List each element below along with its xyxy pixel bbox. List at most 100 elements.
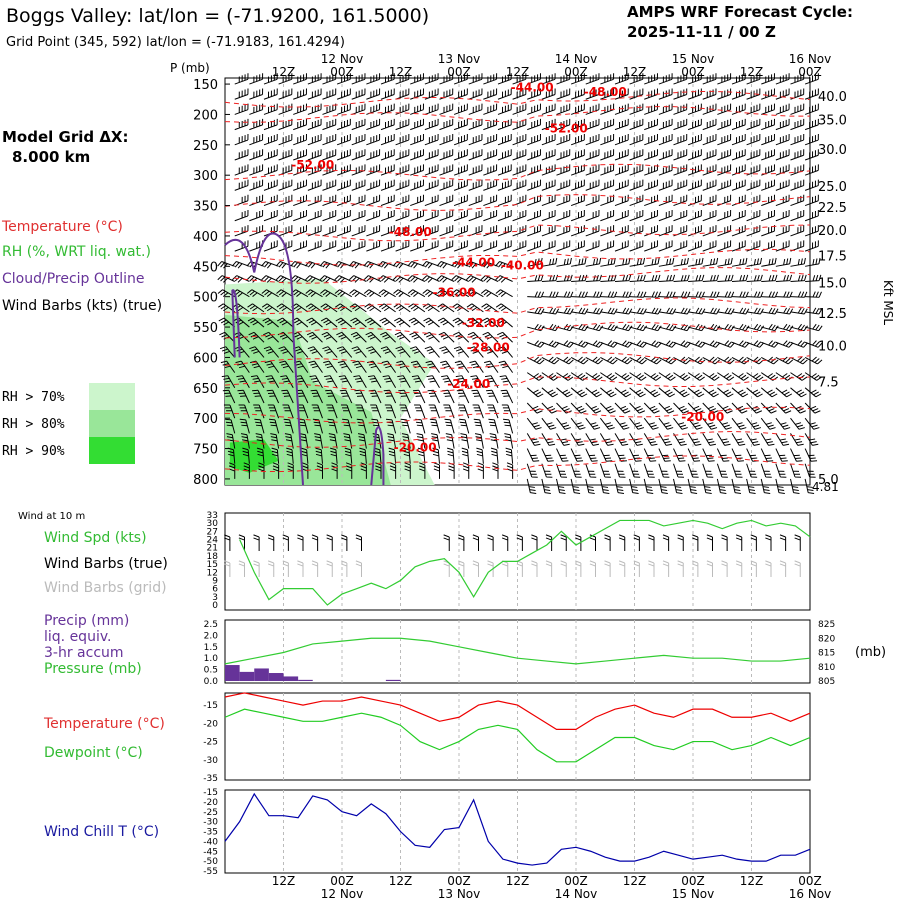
- grid-point-label: Grid Point (345, 592) lat/lon = (-71.918…: [6, 35, 345, 50]
- axis-tick: 12: [207, 568, 218, 578]
- upper-wind-barb: [688, 257, 704, 267]
- upper-wind-barb: [278, 209, 293, 222]
- upper-wind-barb: [760, 478, 771, 494]
- pressure-tick: 450: [193, 260, 218, 275]
- upper-wind-barb: [428, 404, 440, 419]
- upper-wind-barb: [790, 402, 806, 414]
- upper-wind-barb: [249, 149, 264, 161]
- rh-key-label: RH > 90%: [2, 444, 65, 459]
- temperature-panel: -15 -20 -25 -30 -35 Temperature (°C) Dewpoin…: [43, 692, 811, 784]
- upper-wind-barb: [541, 463, 553, 478]
- upper-wind-barb: [321, 331, 338, 343]
- upper-wind-barb: [439, 346, 455, 358]
- upper-wind-barb: [322, 118, 337, 131]
- upper-wind-barb: [541, 88, 556, 100]
- surface-true-barb: [692, 534, 699, 551]
- upper-wind-barb: [410, 103, 424, 115]
- upper-wind-barb: [731, 73, 746, 85]
- upper-wind-barb: [512, 73, 527, 85]
- upper-wind-barb: [541, 225, 556, 237]
- upper-wind-barb: [716, 433, 731, 446]
- upper-wind-barb: [570, 340, 589, 348]
- upper-wind-barb: [439, 164, 454, 176]
- upper-wind-barb: [350, 331, 367, 343]
- surface-true-barb: [458, 534, 465, 551]
- upper-wind-barb: [263, 179, 278, 191]
- upper-wind-barb: [327, 418, 338, 434]
- isotherm-line: [224, 455, 811, 473]
- axis-tick: 18: [207, 552, 219, 562]
- upper-wind-barb: [408, 303, 426, 313]
- upper-wind-barb: [395, 346, 411, 358]
- upper-wind-barb: [496, 317, 513, 328]
- axis-tick: -25: [203, 738, 218, 748]
- pressure-tick: 700: [193, 412, 218, 427]
- upper-wind-barb: [717, 209, 732, 222]
- cloud-outline-right: [370, 426, 385, 486]
- upper-wind-barb: [392, 275, 411, 283]
- upper-wind-barb: [388, 447, 397, 464]
- upper-wind-barb: [526, 387, 544, 398]
- upper-wind-barb: [336, 134, 351, 146]
- surface-true-barb: [560, 534, 567, 551]
- upper-wind-barb: [600, 134, 615, 146]
- upper-wind-barb: [790, 149, 805, 161]
- upper-wind-barb: [457, 404, 470, 419]
- axis-tick: 9: [212, 576, 218, 586]
- upper-wind-barb: [439, 134, 454, 146]
- precip-panel: 2.52.0 1.51.0 0.50.0 825 820 815 810 805 (mb) P…: [44, 613, 886, 687]
- cycle-value: 2025-11-11 / 00 Z: [627, 23, 776, 41]
- upper-wind-barb: [585, 307, 603, 315]
- upper-wind-barb: [271, 447, 280, 464]
- bottom-hour-label: 00Z: [330, 874, 354, 888]
- upper-wind-barb: [481, 317, 499, 328]
- upper-wind-barb: [411, 375, 426, 389]
- upper-wind-barb: [614, 274, 632, 282]
- upper-wind-barb: [395, 225, 410, 237]
- upper-wind-barb: [775, 402, 792, 414]
- isotherm-line: [224, 248, 811, 266]
- upper-wind-barb: [334, 289, 353, 298]
- upper-wind-barb: [338, 375, 353, 389]
- upper-wind-barb: [276, 303, 294, 313]
- upper-wind-barb: [731, 257, 748, 267]
- upper-wind-barb: [306, 331, 323, 343]
- upper-wind-barb: [336, 88, 351, 100]
- upper-wind-barb: [658, 103, 673, 115]
- upper-wind-barb: [366, 118, 381, 131]
- upper-wind-barb: [319, 275, 338, 283]
- surface-true-barb: [677, 534, 684, 551]
- axis-tick: -20: [203, 798, 218, 808]
- upper-wind-barb: [278, 149, 293, 161]
- upper-wind-barb: [489, 433, 499, 449]
- upper-wind-barb: [250, 360, 265, 373]
- upper-grid: [283, 78, 752, 485]
- upper-wind-barb: [492, 462, 499, 479]
- upper-wind-barb: [644, 340, 662, 348]
- upper-wind-barb: [731, 149, 746, 161]
- upper-wind-barb: [293, 73, 307, 85]
- upper-wind-barb: [527, 103, 541, 115]
- upper-wind-barb: [278, 73, 293, 85]
- isotherm-label: -44.00: [511, 80, 554, 94]
- upper-wind-barb: [356, 418, 367, 434]
- upper-wind-barb: [614, 164, 629, 176]
- kft-tick: 20.0: [818, 224, 847, 239]
- upper-wind-barb: [629, 88, 644, 100]
- upper-wind-barb: [512, 164, 527, 176]
- upper-wind-barb: [775, 372, 793, 381]
- upper-wind-barb: [249, 73, 264, 85]
- upper-wind-barb: [483, 209, 498, 222]
- surface-grid-barb: [589, 560, 596, 577]
- upper-wind-barb: [790, 463, 802, 478]
- upper-wind-barb: [380, 118, 395, 131]
- upper-wind-barb: [351, 103, 366, 115]
- upper-wind-barb: [429, 418, 440, 434]
- upper-wind-barb: [380, 209, 395, 222]
- upper-wind-barb: [702, 257, 719, 267]
- upper-wind-barb: [600, 194, 615, 207]
- upper-wind-barb: [465, 261, 484, 269]
- upper-wind-barb: [380, 134, 395, 146]
- isotherm-label: -20.00: [394, 441, 437, 455]
- surface-grid-barb: [267, 560, 275, 577]
